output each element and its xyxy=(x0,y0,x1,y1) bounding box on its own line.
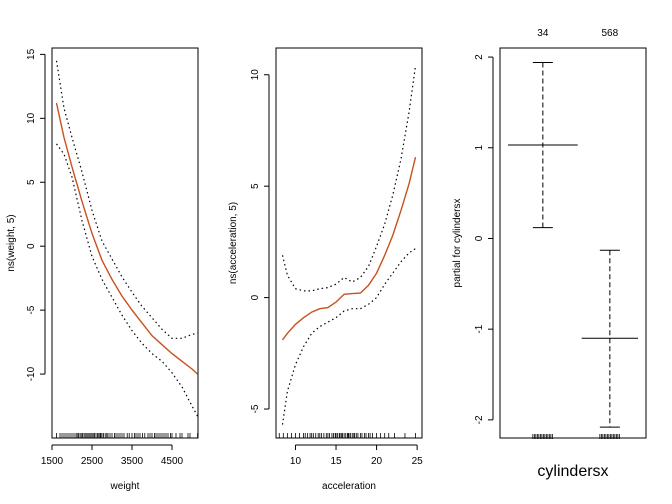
y-axis-title: partial for cylindersx xyxy=(452,199,463,288)
upper-curve xyxy=(281,65,417,292)
x-tick-label: 15 xyxy=(330,456,342,467)
rug xyxy=(56,433,199,438)
y-tick-label: 2 xyxy=(474,54,485,60)
y-tick-label: -2 xyxy=(474,415,485,424)
acceleration-panel: 10 15 20 25 -5 0 5 10 acceleration ns(accelera… xyxy=(228,47,424,492)
x-tick-label: 1500 xyxy=(41,456,64,467)
y-tick-label: 1 xyxy=(474,145,485,151)
y-tick-label: -5 xyxy=(26,305,37,314)
y-axis-title: ns(weight, 5) xyxy=(6,214,17,271)
y-tick-label: 15 xyxy=(26,48,37,60)
category-label: 34 xyxy=(537,28,549,39)
y-axis: -5 0 5 10 xyxy=(250,69,270,413)
x-tick-label: 20 xyxy=(371,456,383,467)
lower-curve xyxy=(281,248,416,425)
y-tick-label: 0 xyxy=(250,294,261,300)
y-tick-label: 10 xyxy=(26,112,37,124)
x-axis-title: acceleration xyxy=(322,481,376,492)
y-tick-label: 0 xyxy=(474,235,485,241)
fit-curve xyxy=(281,157,417,341)
upper-curve xyxy=(55,60,198,339)
x-tick-label: 4500 xyxy=(161,456,184,467)
y-tick-label: -1 xyxy=(474,324,485,333)
rug xyxy=(278,433,416,438)
fit-curve xyxy=(55,102,199,375)
category-label: 568 xyxy=(602,28,619,39)
x-tick-label: 10 xyxy=(290,456,302,467)
x-axis: 10 15 20 25 xyxy=(290,444,424,467)
factor-marks: 34 568 xyxy=(508,28,638,439)
y-axis: -2 -1 0 1 2 xyxy=(474,54,494,424)
lower-curve xyxy=(56,143,199,417)
y-tick-label: 5 xyxy=(250,183,261,189)
x-axis-title: cylindersx xyxy=(537,463,608,480)
x-axis: 1500 2500 3500 4500 xyxy=(41,444,184,467)
x-tick-label: 25 xyxy=(412,456,424,467)
y-tick-label: 0 xyxy=(26,243,37,249)
plot-frame xyxy=(499,47,647,439)
series-group xyxy=(55,60,199,417)
x-axis-title: weight xyxy=(110,481,140,492)
y-axis: -10 -5 0 5 10 15 xyxy=(26,48,46,381)
cylindersx-panel: -2 -1 0 1 2 34 568 cylindersx partial for cyl… xyxy=(452,28,647,480)
y-tick-label: 5 xyxy=(26,179,37,185)
y-axis-title: ns(acceleration, 5) xyxy=(228,202,239,284)
plot-frame xyxy=(275,47,423,439)
y-tick-label: 10 xyxy=(250,69,261,81)
x-tick-label: 3500 xyxy=(121,456,144,467)
x-tick-label: 2500 xyxy=(81,456,104,467)
plot-frame xyxy=(51,47,199,439)
y-tick-label: -5 xyxy=(250,404,261,413)
y-tick-label: -10 xyxy=(26,366,37,381)
weight-panel: 1500 2500 3500 4500 -10 -5 0 5 10 15 weight ns(w… xyxy=(6,47,199,492)
series-group xyxy=(281,65,417,425)
